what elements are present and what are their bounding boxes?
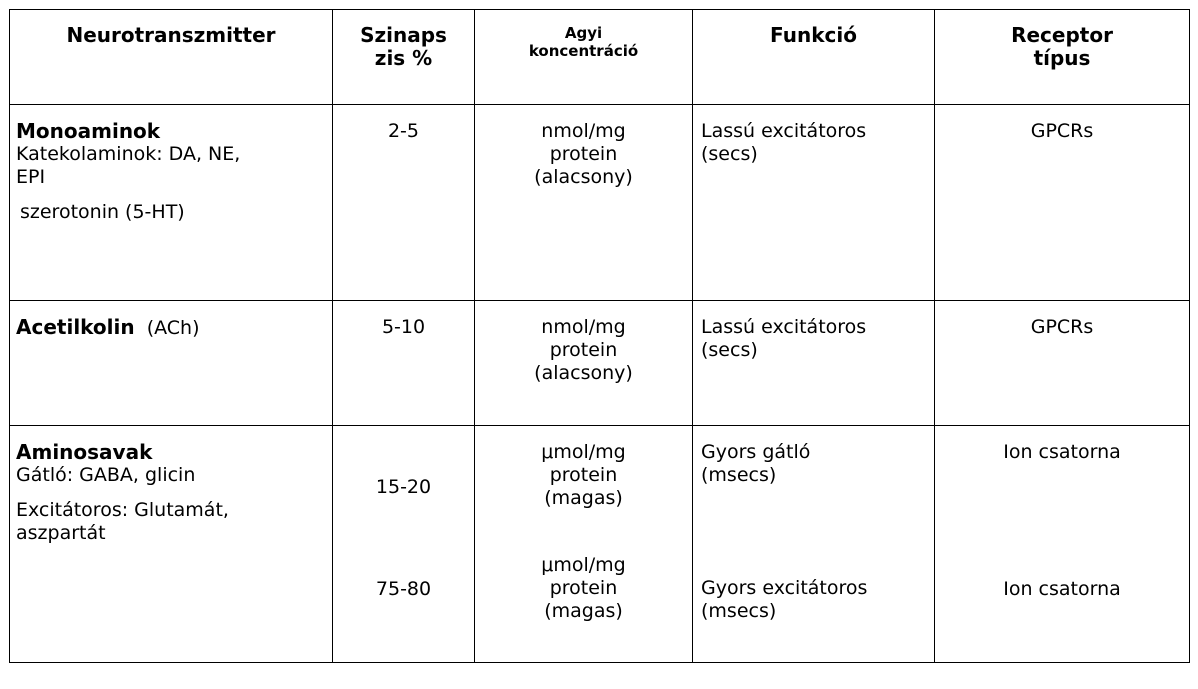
header-synapse-percent: Szinaps zis % xyxy=(332,9,475,105)
cell-concentration: μmol/mg protein (magas) μmol/mg protein … xyxy=(474,425,693,663)
cell-percent: 5-10 xyxy=(332,300,475,426)
cell-concentration: nmol/mg protein (alacsony) xyxy=(474,300,693,426)
table-row: Aminosavak Gátló: GABA, glicin Excitátor… xyxy=(9,425,1190,663)
cell-percent: 15-20 75-80 xyxy=(332,425,475,663)
header-neurotransmitter: Neurotranszmitter xyxy=(9,9,333,105)
header-receptor-type: Receptor típus xyxy=(934,9,1190,105)
cell-neurotransmitter: Acetilkolin (ACh) xyxy=(9,300,333,426)
header-brain-concentration: Agyi koncentráció xyxy=(474,9,693,105)
cell-neurotransmitter: Aminosavak Gátló: GABA, glicin Excitátor… xyxy=(9,425,333,663)
cell-neurotransmitter: Monoaminok Katekolaminok: DA, NE, EPI sz… xyxy=(9,104,333,301)
table-row: Acetilkolin (ACh) 5-10 nmol/mg protein (… xyxy=(9,300,1190,426)
cell-function: Lassú excitátoros (secs) xyxy=(692,300,935,426)
cell-receptor: Ion csatorna Ion csatorna xyxy=(934,425,1190,663)
table-row: Monoaminok Katekolaminok: DA, NE, EPI sz… xyxy=(9,104,1190,301)
header-function: Funkció xyxy=(692,9,935,105)
cell-function: Lassú excitátoros (secs) xyxy=(692,104,935,301)
cell-function: Gyors gátló (msecs) Gyors excitátoros (m… xyxy=(692,425,935,663)
header-row: Neurotranszmitter Szinaps zis % Agyi kon… xyxy=(9,9,1190,105)
cell-percent: 2-5 xyxy=(332,104,475,301)
neurotransmitter-table: Neurotranszmitter Szinaps zis % Agyi kon… xyxy=(9,9,1190,663)
cell-receptor: GPCRs xyxy=(934,300,1190,426)
cell-concentration: nmol/mg protein (alacsony) xyxy=(474,104,693,301)
cell-receptor: GPCRs xyxy=(934,104,1190,301)
